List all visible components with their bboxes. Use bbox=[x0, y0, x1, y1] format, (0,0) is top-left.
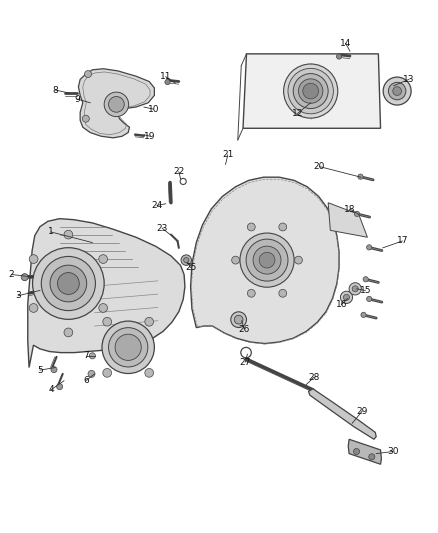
Circle shape bbox=[247, 289, 255, 297]
Text: 13: 13 bbox=[403, 75, 415, 84]
Text: 29: 29 bbox=[357, 407, 368, 416]
Circle shape bbox=[303, 83, 318, 99]
Circle shape bbox=[361, 312, 366, 318]
Circle shape bbox=[103, 317, 112, 326]
Text: 1: 1 bbox=[48, 228, 54, 237]
Text: 27: 27 bbox=[240, 358, 251, 367]
Text: 7: 7 bbox=[83, 351, 89, 360]
Circle shape bbox=[41, 256, 95, 311]
Circle shape bbox=[259, 252, 275, 268]
Text: 14: 14 bbox=[340, 39, 351, 48]
Circle shape bbox=[115, 334, 141, 360]
Text: 22: 22 bbox=[173, 167, 184, 176]
Circle shape bbox=[294, 256, 302, 264]
Text: 20: 20 bbox=[314, 162, 325, 171]
Circle shape bbox=[102, 321, 154, 374]
Circle shape bbox=[99, 255, 107, 263]
Circle shape bbox=[32, 248, 104, 319]
Polygon shape bbox=[191, 177, 339, 344]
Circle shape bbox=[145, 368, 154, 377]
Polygon shape bbox=[308, 389, 376, 439]
Circle shape bbox=[103, 368, 112, 377]
Circle shape bbox=[293, 74, 328, 109]
Circle shape bbox=[298, 79, 323, 103]
Circle shape bbox=[109, 96, 124, 112]
Circle shape bbox=[64, 328, 73, 337]
Circle shape bbox=[246, 239, 288, 281]
Circle shape bbox=[181, 255, 191, 265]
Circle shape bbox=[279, 223, 287, 231]
Circle shape bbox=[358, 174, 363, 179]
Circle shape bbox=[336, 54, 342, 59]
Circle shape bbox=[247, 223, 255, 231]
Circle shape bbox=[29, 304, 38, 312]
Polygon shape bbox=[328, 203, 367, 237]
Circle shape bbox=[353, 448, 360, 455]
Text: 17: 17 bbox=[397, 237, 408, 246]
Text: 24: 24 bbox=[152, 201, 162, 210]
Text: 11: 11 bbox=[160, 72, 172, 81]
Text: 26: 26 bbox=[239, 325, 250, 334]
Circle shape bbox=[240, 233, 294, 287]
Circle shape bbox=[343, 294, 350, 301]
Circle shape bbox=[89, 353, 95, 359]
Polygon shape bbox=[78, 69, 154, 138]
Text: 4: 4 bbox=[48, 385, 54, 394]
Circle shape bbox=[354, 211, 360, 216]
Circle shape bbox=[51, 367, 57, 373]
Circle shape bbox=[165, 79, 170, 85]
Text: 21: 21 bbox=[222, 150, 233, 159]
Circle shape bbox=[253, 246, 281, 274]
Text: 30: 30 bbox=[387, 447, 399, 456]
Circle shape bbox=[88, 370, 95, 377]
Polygon shape bbox=[348, 439, 381, 464]
Circle shape bbox=[232, 256, 240, 264]
Circle shape bbox=[184, 257, 189, 263]
Circle shape bbox=[352, 286, 358, 292]
Circle shape bbox=[284, 64, 338, 118]
Text: 8: 8 bbox=[53, 85, 58, 94]
Circle shape bbox=[145, 317, 154, 326]
Circle shape bbox=[29, 255, 38, 263]
Circle shape bbox=[104, 92, 129, 117]
Polygon shape bbox=[28, 219, 185, 368]
Text: 3: 3 bbox=[15, 291, 21, 300]
Circle shape bbox=[367, 245, 372, 250]
Circle shape bbox=[21, 273, 28, 281]
Text: 5: 5 bbox=[37, 366, 43, 375]
Circle shape bbox=[234, 316, 243, 324]
Text: 9: 9 bbox=[74, 94, 80, 103]
Circle shape bbox=[85, 70, 92, 78]
Circle shape bbox=[57, 272, 79, 294]
Circle shape bbox=[279, 289, 287, 297]
Circle shape bbox=[99, 304, 107, 312]
Text: 2: 2 bbox=[9, 270, 14, 279]
Circle shape bbox=[369, 454, 375, 460]
Circle shape bbox=[389, 82, 406, 100]
Circle shape bbox=[109, 328, 148, 367]
Circle shape bbox=[349, 282, 361, 295]
Circle shape bbox=[393, 87, 402, 95]
Circle shape bbox=[367, 296, 372, 302]
Text: 23: 23 bbox=[156, 224, 168, 233]
Text: 18: 18 bbox=[344, 205, 356, 214]
Circle shape bbox=[82, 115, 89, 122]
Circle shape bbox=[64, 230, 73, 239]
Text: 6: 6 bbox=[83, 376, 89, 385]
Circle shape bbox=[231, 312, 247, 327]
Text: 15: 15 bbox=[360, 286, 371, 295]
Circle shape bbox=[383, 77, 411, 105]
Circle shape bbox=[340, 291, 353, 303]
Polygon shape bbox=[243, 54, 381, 128]
Text: 10: 10 bbox=[148, 104, 159, 114]
Circle shape bbox=[57, 384, 63, 390]
Circle shape bbox=[363, 277, 368, 282]
Circle shape bbox=[288, 68, 333, 114]
Text: 16: 16 bbox=[336, 300, 347, 309]
Circle shape bbox=[50, 265, 87, 302]
Text: 12: 12 bbox=[292, 109, 303, 118]
Text: 28: 28 bbox=[308, 373, 320, 382]
Text: 25: 25 bbox=[185, 263, 196, 272]
Text: 19: 19 bbox=[144, 132, 156, 141]
